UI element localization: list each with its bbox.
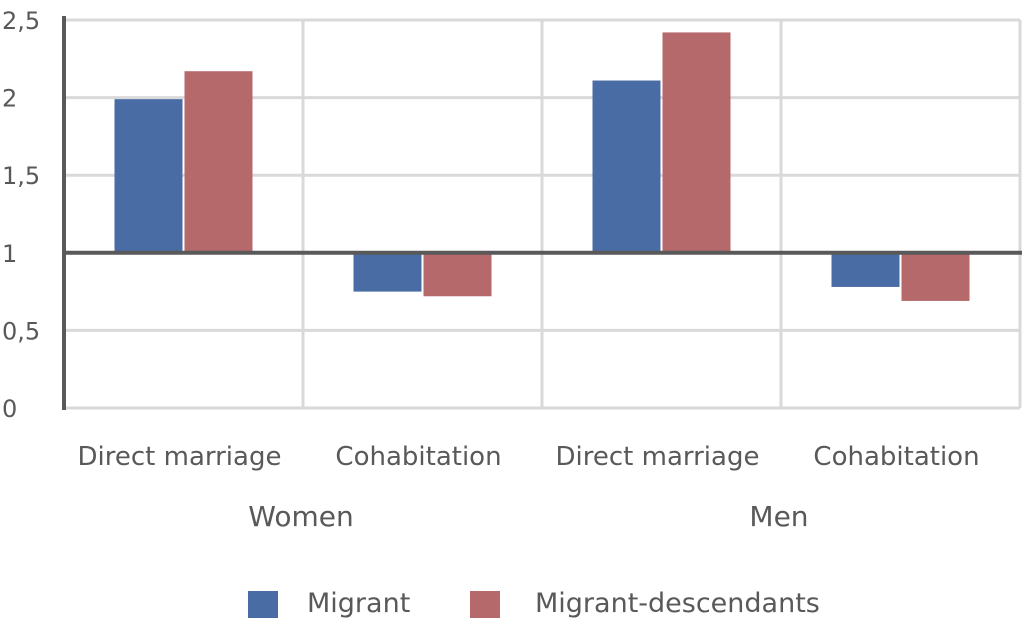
category-label: Direct marriage bbox=[78, 442, 282, 472]
category-label: Direct marriage bbox=[556, 442, 760, 472]
bar-migrant bbox=[114, 99, 183, 253]
y-tick-label: 2 bbox=[2, 85, 17, 113]
legend-label: Migrant bbox=[307, 588, 410, 619]
bar-migrant bbox=[592, 80, 661, 253]
y-tick-label: 1 bbox=[2, 240, 17, 268]
group-label: Women bbox=[248, 500, 353, 533]
legend-swatch bbox=[470, 591, 500, 618]
bar-migrant-descendants bbox=[423, 252, 492, 297]
y-tick-label: 1,5 bbox=[2, 162, 40, 190]
y-tick-label: 0 bbox=[2, 395, 17, 423]
group-label: Men bbox=[749, 500, 808, 533]
category-label: Cohabitation bbox=[335, 442, 501, 472]
bar-migrant-descendants bbox=[662, 32, 731, 253]
bar-migrant bbox=[353, 252, 422, 292]
legend-label: Migrant-descendants bbox=[535, 588, 820, 619]
bar-migrant-descendants bbox=[901, 252, 970, 301]
bar-migrant bbox=[831, 252, 900, 287]
legend-swatch bbox=[248, 591, 278, 618]
y-tick-label: 2,5 bbox=[2, 7, 40, 35]
y-tick-label: 0,5 bbox=[2, 317, 40, 345]
bar-migrant-descendants bbox=[184, 71, 253, 253]
category-label: Cohabitation bbox=[813, 442, 979, 472]
